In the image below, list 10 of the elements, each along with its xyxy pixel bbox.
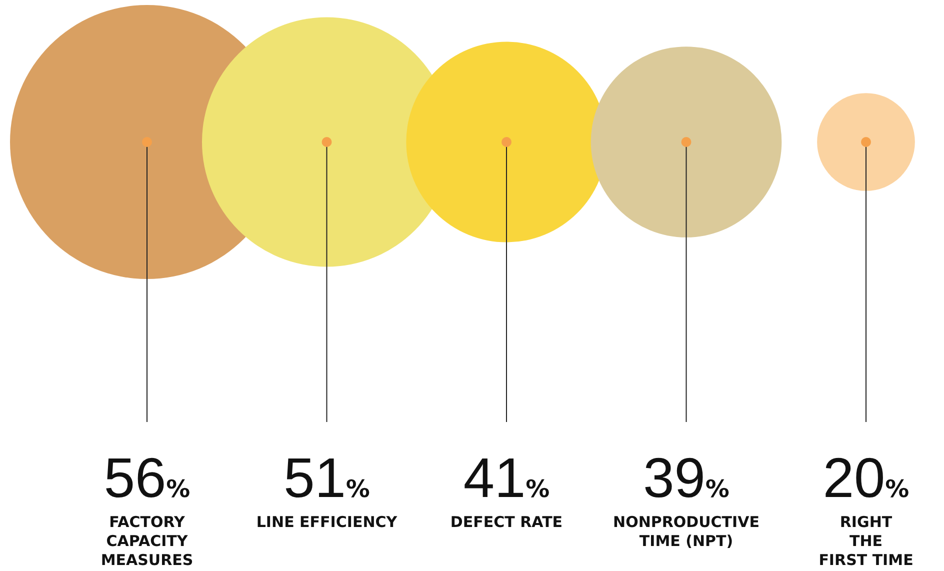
- category-label: LINE EFFICIENCY: [256, 513, 398, 531]
- data-label: 39%: [643, 446, 730, 509]
- category-label: DEFECT RATE: [450, 513, 563, 531]
- category-label: FACTORY CAPACITY MEASURES: [100, 513, 194, 569]
- data-label: 41%: [463, 446, 550, 509]
- category-label: NONPRODUCTIVE TIME (NPT): [613, 513, 760, 550]
- category-label: RIGHT THE FIRST TIME: [818, 513, 914, 569]
- data-label: 56%: [104, 446, 190, 509]
- data-label: 51%: [284, 446, 370, 509]
- data-label: 20%: [822, 446, 910, 509]
